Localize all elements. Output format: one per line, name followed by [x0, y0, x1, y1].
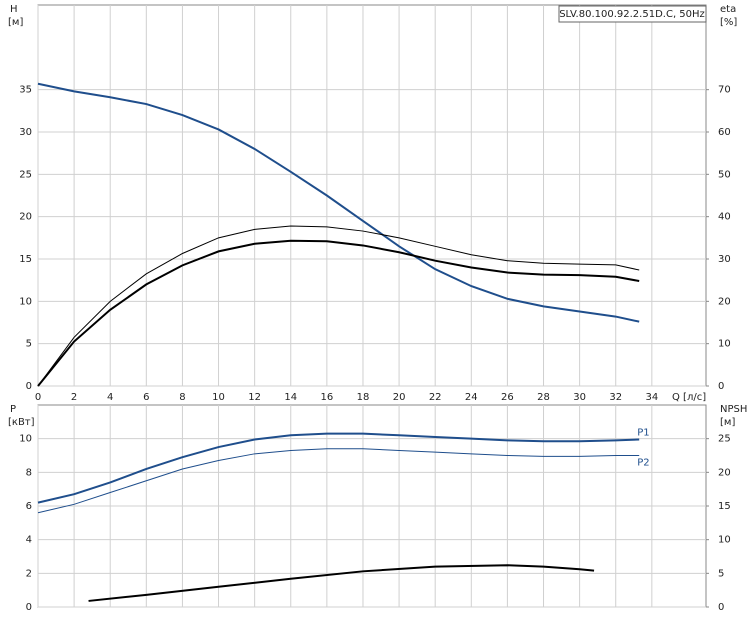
y2-tick-label: 5	[718, 568, 724, 579]
x-tick-label: 20	[393, 392, 406, 403]
y-tick-label: 5	[26, 339, 32, 350]
chart-title: SLV.80.100.92.2.51D.C, 50Hz	[559, 9, 705, 20]
x-tick-label: 30	[573, 392, 586, 403]
y2-tick-label: 20	[718, 296, 731, 307]
y2-tick-label: 10	[718, 339, 731, 350]
x-tick-label: 0	[35, 392, 41, 403]
y2-tick-label: 70	[718, 85, 731, 96]
curve	[37, 239, 640, 387]
y2-tick-label: 15	[718, 501, 731, 512]
x-tick-label: 26	[501, 392, 514, 403]
x-tick-label: 22	[429, 392, 442, 403]
x-tick-label: 32	[609, 392, 622, 403]
curve	[37, 448, 640, 514]
x-tick-label: 16	[320, 392, 333, 403]
y2-axis-unit: [%]	[720, 17, 737, 28]
y2-tick-label: 60	[718, 127, 731, 138]
x-tick-label: 24	[465, 392, 478, 403]
x-tick-label: 2	[71, 392, 77, 403]
y2-tick-label: 50	[718, 169, 731, 180]
plot-frame	[37, 4, 707, 387]
y2-axis-label: NPSH	[720, 404, 747, 415]
y-tick-label: 10	[19, 296, 32, 307]
y2-tick-label: 0	[718, 381, 724, 392]
y-tick-label: 0	[26, 381, 32, 392]
y-tick-label: 20	[19, 212, 32, 223]
y-tick-label: 8	[26, 467, 32, 478]
x-tick-label: 28	[537, 392, 550, 403]
y-axis-unit: [кВт]	[8, 417, 35, 428]
x-tick-label: 14	[284, 392, 297, 403]
x-tick-label: 8	[179, 392, 185, 403]
curve	[37, 432, 640, 504]
y-tick-label: 15	[19, 254, 32, 265]
x-tick-label: 34	[645, 392, 658, 403]
y2-tick-label: 25	[718, 434, 731, 445]
curve-label: P2	[637, 458, 649, 469]
y2-tick-label: 20	[718, 467, 731, 478]
y-tick-label: 2	[26, 568, 32, 579]
y2-tick-label: 0	[718, 602, 724, 613]
y-tick-label: 10	[19, 434, 32, 445]
y2-tick-label: 10	[718, 535, 731, 546]
title-box	[558, 5, 707, 23]
curve	[37, 225, 640, 387]
y-tick-label: 4	[26, 535, 32, 546]
y-tick-label: 6	[26, 501, 32, 512]
x-tick-label: 18	[357, 392, 370, 403]
y-axis-unit: [м]	[8, 17, 23, 28]
curve	[37, 82, 640, 323]
y-axis-label: H	[10, 4, 18, 15]
x-tick-label: 10	[212, 392, 225, 403]
curve	[88, 564, 595, 602]
x-tick-label: 4	[107, 392, 113, 403]
y-tick-label: 0	[26, 602, 32, 613]
y2-tick-label: 40	[718, 212, 731, 223]
y2-axis-label: eta	[720, 4, 736, 15]
y-tick-label: 35	[19, 85, 32, 96]
y-tick-label: 25	[19, 169, 32, 180]
x-tick-label: 12	[248, 392, 261, 403]
curve-label: P1	[637, 428, 649, 439]
y2-tick-label: 30	[718, 254, 731, 265]
y2-axis-unit: [м]	[720, 417, 735, 428]
x-tick-label: 6	[143, 392, 149, 403]
y-tick-label: 30	[19, 127, 32, 138]
y-axis-label: P	[10, 404, 16, 415]
x-axis-label: Q [л/с]	[672, 392, 706, 403]
